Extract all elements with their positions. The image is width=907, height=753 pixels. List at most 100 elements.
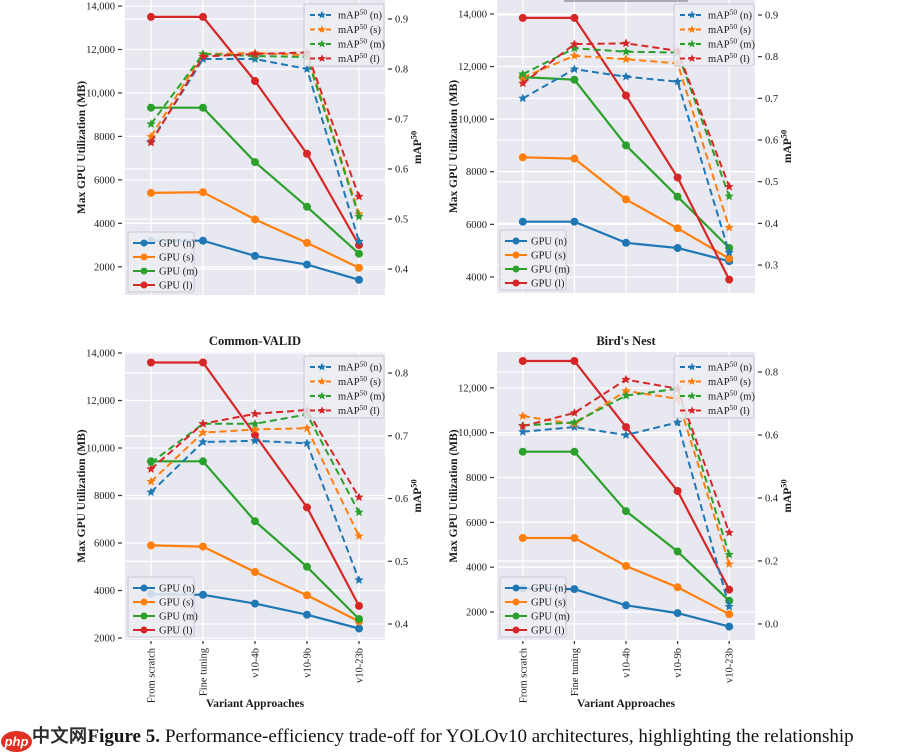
chart-top-right: 4000 6000 8000 10,000 12,000 14,000 0.3 0.4 0.5 0… <box>448 0 794 293</box>
circle-marker <box>512 598 520 606</box>
circle-marker <box>140 267 148 275</box>
circle-marker <box>303 591 311 600</box>
legend-label: mAP50 (l) <box>708 51 750 65</box>
circle-marker <box>251 251 259 260</box>
chart-title: Bird's Nest <box>596 334 656 348</box>
star-marker <box>518 427 528 436</box>
circle-marker <box>251 517 259 526</box>
star-marker <box>354 211 364 221</box>
x-tick-label: v10-23b <box>355 648 366 683</box>
circle-marker <box>570 585 579 594</box>
star-marker <box>318 39 326 48</box>
figure-canvas: 2000 4000 6000 8000 10,000 12,000 14,000 0.4 0.5… <box>76 0 794 710</box>
legend-label: GPU (n) <box>159 584 195 595</box>
legend-box <box>499 576 567 638</box>
caption-figure-label: Figure 5. <box>87 726 160 747</box>
legend-label: GPU (m) <box>531 612 570 623</box>
gpu-legend: GPU (n) GPU (s) GPU (m) GPU (l) <box>499 576 570 638</box>
star-marker <box>354 236 364 246</box>
map-legend: mAP50 (n)mAP50 (s)mAP50 (m)mAP50 (l) <box>303 3 385 67</box>
star-marker <box>318 377 326 385</box>
legend-label: GPU (n) <box>531 584 567 595</box>
circle-marker <box>199 188 207 197</box>
star-marker <box>621 54 631 64</box>
star-marker <box>724 247 734 257</box>
star-marker <box>146 119 156 128</box>
left-tick-label: 12,000 <box>458 383 487 394</box>
star-marker <box>621 386 631 395</box>
right-axis-label: mAP50 <box>410 131 424 164</box>
left-tick-label: 6000 <box>94 175 115 186</box>
right-tick-label: 0.5 <box>765 177 778 188</box>
star-marker <box>354 575 364 584</box>
circle-marker <box>673 192 682 201</box>
star-marker <box>688 406 696 414</box>
circle-marker <box>673 224 682 233</box>
star-marker <box>688 377 696 385</box>
right-tick-label: 0.6 <box>765 136 778 147</box>
circle-marker <box>622 423 630 432</box>
map-line <box>522 47 731 197</box>
star-marker <box>250 419 260 428</box>
star-marker <box>688 362 696 371</box>
star-marker <box>250 436 260 445</box>
right-axis-label: mAP50 <box>780 479 794 512</box>
x-axis-title: Variant Approaches <box>206 698 305 710</box>
gpu-series-l <box>518 357 734 594</box>
x-tick-label: Fine tuning <box>199 647 210 696</box>
star-marker <box>621 38 631 48</box>
circle-marker <box>140 253 148 261</box>
x-tick-label: Fine tuning <box>570 647 581 696</box>
left-tick-label: 8000 <box>94 132 115 143</box>
star-marker <box>518 411 528 420</box>
circle-marker <box>725 254 734 263</box>
right-tick-label: 0.5 <box>395 557 408 568</box>
legend-label: GPU (m) <box>159 267 198 278</box>
map-line <box>150 51 360 197</box>
circle-marker <box>251 77 259 85</box>
legend-label: mAP50 (m) <box>708 389 755 403</box>
php-watermark-text: 中文网 <box>32 726 88 746</box>
star-marker <box>569 39 579 49</box>
circle-marker <box>147 103 155 112</box>
right-tick-label: 0.9 <box>395 15 408 26</box>
right-tick-label: 0.6 <box>395 494 408 505</box>
map-line <box>522 387 731 555</box>
right-tick-label: 0.8 <box>395 369 408 380</box>
left-tick-label: 14,000 <box>86 2 115 13</box>
legend-label: mAP50 (l) <box>338 403 380 417</box>
legend-label: mAP50 (s) <box>708 22 751 36</box>
legend-label: GPU (l) <box>159 626 193 637</box>
left-tick-label: 6000 <box>466 518 487 529</box>
circle-marker <box>199 358 207 367</box>
cropped-title-artifact <box>564 0 688 2</box>
circle-marker <box>140 612 148 620</box>
right-tick-label: 0.7 <box>765 94 778 105</box>
circle-marker <box>303 149 311 158</box>
right-axis-label: mAP50 <box>780 130 794 163</box>
chart-bottom-right: 2000 4000 6000 8000 10,000 12,000 0.0 0.2 0.4 0.6… <box>448 334 794 710</box>
circle-marker <box>251 568 259 576</box>
circle-marker <box>570 534 579 542</box>
right-tick-label: 0.8 <box>765 52 778 63</box>
map-series-n <box>518 417 734 611</box>
legend-box <box>673 3 755 67</box>
map-legend: mAP50 (n)mAP50 (s)mAP50 (m)mAP50 (l) <box>673 355 755 419</box>
gpu-series-s <box>518 153 734 263</box>
left-axis-label: Max GPU Utilization (MB) <box>448 429 460 562</box>
circle-marker <box>570 13 579 22</box>
circle-marker <box>673 487 682 495</box>
circle-marker <box>518 217 527 226</box>
star-marker <box>724 527 734 537</box>
circle-marker <box>512 584 520 592</box>
circle-marker <box>622 91 630 100</box>
right-tick-label: 0.4 <box>765 493 779 504</box>
right-tick-label: 0.2 <box>765 556 778 567</box>
right-tick-label: 0.7 <box>395 115 408 126</box>
legend-label: GPU (m) <box>159 612 198 623</box>
circle-marker <box>251 215 259 224</box>
left-tick-label: 8000 <box>94 491 115 502</box>
axes: 2000 4000 6000 8000 10,000 12,000 0.0 0.2 0.4 0.6… <box>458 367 779 710</box>
left-tick-label: 4000 <box>94 586 115 597</box>
x-tick-label: From scratch <box>147 647 158 703</box>
